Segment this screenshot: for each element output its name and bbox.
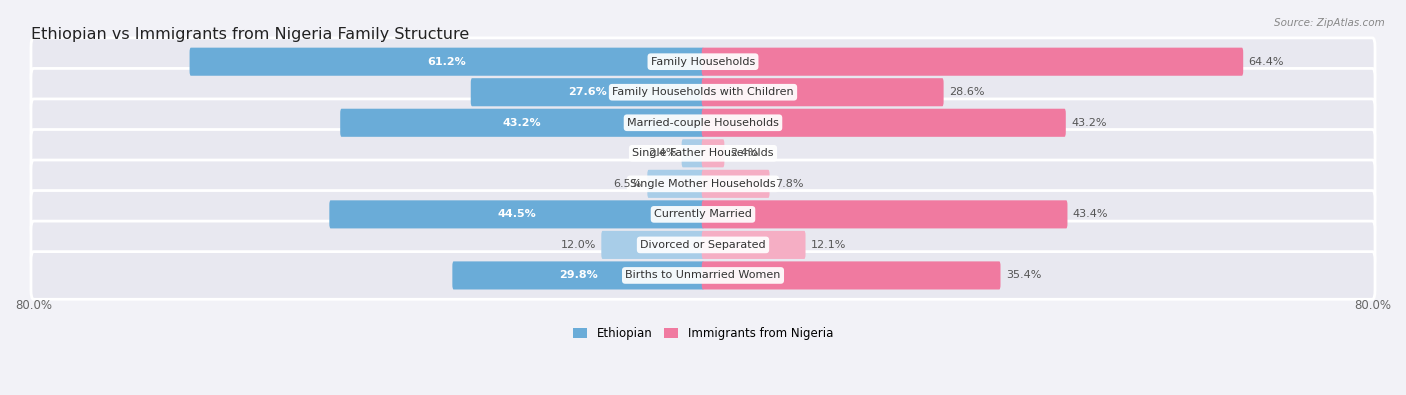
Text: 2.4%: 2.4% [648,148,676,158]
FancyBboxPatch shape [702,261,1001,290]
Text: 2.4%: 2.4% [730,148,758,158]
FancyBboxPatch shape [702,170,769,198]
Text: 43.2%: 43.2% [503,118,541,128]
Text: 29.8%: 29.8% [560,271,598,280]
Text: Currently Married: Currently Married [654,209,752,219]
FancyBboxPatch shape [31,190,1375,238]
FancyBboxPatch shape [702,200,1067,228]
Text: 7.8%: 7.8% [775,179,803,189]
Text: 35.4%: 35.4% [1005,271,1042,280]
FancyBboxPatch shape [31,221,1375,269]
Text: 12.1%: 12.1% [811,240,846,250]
FancyBboxPatch shape [190,48,704,76]
FancyBboxPatch shape [31,99,1375,147]
FancyBboxPatch shape [702,231,806,259]
Text: 27.6%: 27.6% [568,87,607,97]
FancyBboxPatch shape [682,139,704,167]
Text: 43.2%: 43.2% [1071,118,1107,128]
Text: Divorced or Separated: Divorced or Separated [640,240,766,250]
FancyBboxPatch shape [329,200,704,228]
FancyBboxPatch shape [31,130,1375,177]
FancyBboxPatch shape [453,261,704,290]
FancyBboxPatch shape [702,48,1243,76]
Text: 61.2%: 61.2% [427,57,467,67]
Text: Births to Unmarried Women: Births to Unmarried Women [626,271,780,280]
Text: Family Households with Children: Family Households with Children [612,87,794,97]
FancyBboxPatch shape [647,170,704,198]
Text: 6.5%: 6.5% [613,179,643,189]
Text: Family Households: Family Households [651,57,755,67]
FancyBboxPatch shape [702,78,943,106]
Text: Ethiopian vs Immigrants from Nigeria Family Structure: Ethiopian vs Immigrants from Nigeria Fam… [31,27,470,42]
Text: Source: ZipAtlas.com: Source: ZipAtlas.com [1274,18,1385,28]
FancyBboxPatch shape [31,68,1375,116]
Text: 44.5%: 44.5% [498,209,536,219]
FancyBboxPatch shape [702,109,1066,137]
FancyBboxPatch shape [31,38,1375,85]
FancyBboxPatch shape [702,139,724,167]
FancyBboxPatch shape [31,160,1375,208]
Text: 12.0%: 12.0% [561,240,596,250]
Text: 64.4%: 64.4% [1249,57,1284,67]
FancyBboxPatch shape [471,78,704,106]
Text: Married-couple Households: Married-couple Households [627,118,779,128]
Text: Single Mother Households: Single Mother Households [630,179,776,189]
Text: Single Father Households: Single Father Households [633,148,773,158]
Legend: Ethiopian, Immigrants from Nigeria: Ethiopian, Immigrants from Nigeria [568,323,838,345]
Text: 28.6%: 28.6% [949,87,984,97]
FancyBboxPatch shape [340,109,704,137]
Text: 43.4%: 43.4% [1073,209,1108,219]
FancyBboxPatch shape [602,231,704,259]
FancyBboxPatch shape [31,252,1375,299]
